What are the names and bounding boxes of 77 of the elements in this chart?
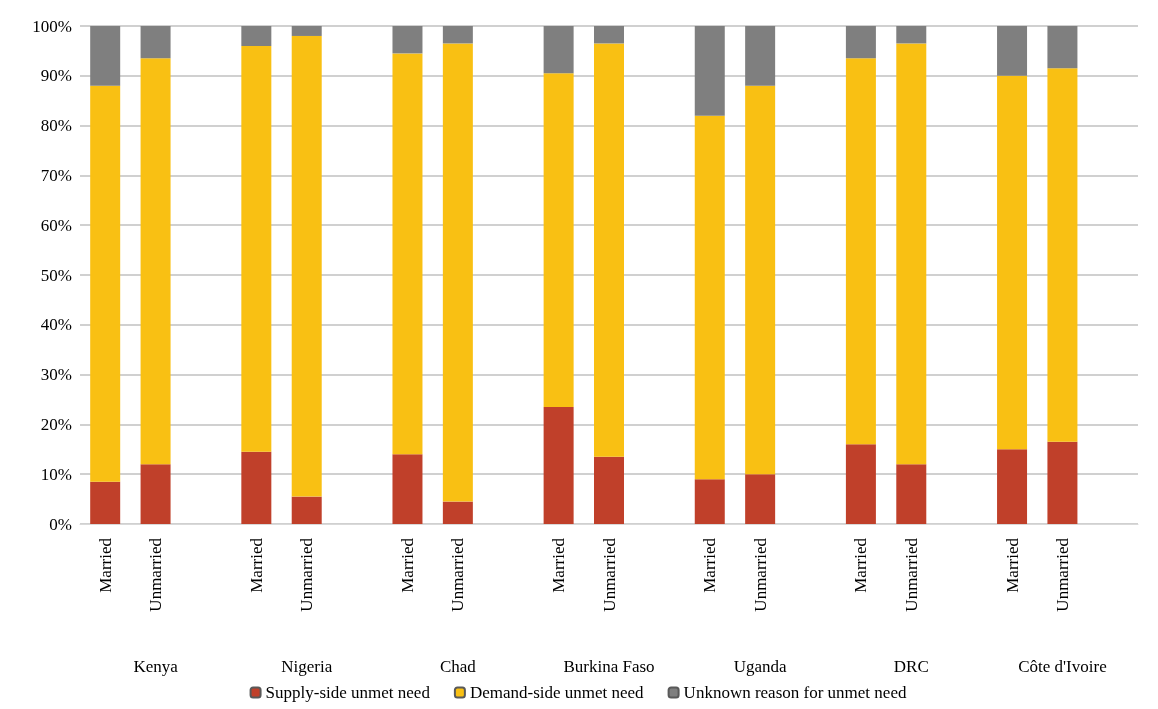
bar	[392, 454, 423, 524]
bar	[543, 73, 574, 407]
bar	[543, 26, 574, 74]
bar	[442, 26, 473, 44]
text: Chad	[439, 657, 477, 676]
x-tick-label: Unmarried	[901, 537, 921, 612]
text: DRC	[893, 657, 929, 676]
y-tick-label: 40%	[40, 315, 72, 335]
bar	[745, 26, 776, 86]
bar	[845, 26, 876, 59]
bar	[392, 26, 423, 54]
bar	[594, 26, 624, 44]
bar	[140, 464, 171, 524]
bar	[594, 43, 624, 457]
bar	[997, 75, 1028, 450]
bar	[1047, 26, 1078, 69]
bar	[291, 496, 322, 524]
y-tick-label: 100%	[32, 16, 72, 36]
legend-label: Demand-side unmet need	[469, 683, 645, 702]
bar	[997, 449, 1028, 524]
bar	[442, 43, 473, 502]
bar	[90, 26, 121, 86]
bar	[90, 481, 121, 524]
bar	[896, 43, 927, 465]
text: Kenya	[133, 657, 179, 676]
y-tick-label: 30%	[40, 365, 72, 385]
bar	[140, 58, 171, 465]
legend-label: Unknown reason for unmet need	[683, 683, 907, 702]
x-tick-label: Married	[397, 537, 417, 593]
x-tick-label: Unmarried	[448, 537, 468, 612]
bar	[997, 26, 1028, 76]
x-tick-label: Married	[246, 537, 266, 593]
y-tick-label: 50%	[40, 265, 72, 285]
text: Côte d'Ivoire	[1018, 657, 1107, 676]
bar	[845, 444, 876, 524]
text: Nigeria	[281, 657, 333, 676]
x-tick-label: Unmarried	[146, 537, 166, 612]
bar	[90, 85, 121, 482]
bar	[241, 26, 272, 46]
bar	[442, 501, 473, 524]
x-tick-label: Unmarried	[599, 537, 619, 612]
x-tick-label: Unmarried	[750, 537, 770, 612]
bar	[745, 474, 776, 524]
bar	[1047, 68, 1078, 442]
legend-label: Supply-side unmet need	[265, 683, 431, 702]
y-tick-label: 0%	[49, 514, 72, 534]
y-tick-label: 20%	[40, 414, 72, 434]
bar	[845, 58, 876, 445]
bar	[241, 451, 272, 524]
y-tick-label: 80%	[40, 116, 72, 136]
bar	[694, 115, 725, 480]
x-tick-label: Unmarried	[297, 537, 317, 612]
y-tick-label: 10%	[40, 464, 72, 484]
text: Burkina Faso	[563, 657, 655, 676]
bar	[745, 85, 776, 475]
bar	[694, 479, 725, 524]
bar	[241, 45, 272, 452]
bar	[140, 26, 171, 59]
bar	[543, 406, 574, 524]
x-tick-label: Married	[95, 537, 115, 593]
x-tick-label: Married	[1002, 537, 1022, 593]
y-tick-label: 90%	[40, 66, 72, 86]
bar	[291, 26, 322, 36]
y-tick-label: 60%	[40, 215, 72, 235]
bar	[291, 35, 322, 497]
x-tick-label: Unmarried	[1052, 537, 1072, 612]
text: Uganda	[733, 657, 788, 676]
bar	[594, 456, 624, 524]
bar	[1047, 441, 1078, 524]
x-tick-label: Married	[851, 537, 871, 593]
y-tick-label: 70%	[40, 165, 72, 185]
x-tick-label: Married	[549, 537, 569, 593]
bar	[896, 464, 927, 524]
bar	[694, 26, 725, 116]
bar	[392, 53, 423, 455]
bar	[896, 26, 927, 44]
x-tick-label: Married	[700, 537, 720, 593]
